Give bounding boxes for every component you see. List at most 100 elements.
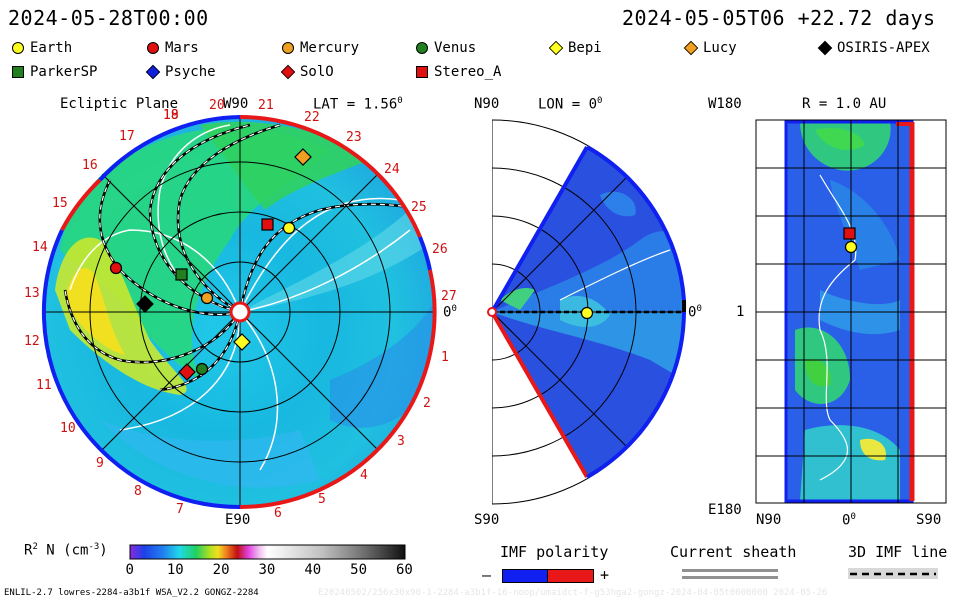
earth-marker <box>282 221 296 235</box>
current-sheath-line-2 <box>682 576 778 579</box>
legend-item-lucy: Lucy <box>683 40 737 56</box>
earth-marker-radial <box>844 240 858 254</box>
legend-label: SolO <box>300 64 334 80</box>
colorbar-tick-0: 0 <box>125 562 134 578</box>
sector-label-12: 12 <box>24 334 40 349</box>
current-sheath-title: Current sheath <box>670 543 797 561</box>
legend-label: ParkerSP <box>30 64 98 80</box>
meridional-s90-label: S90 <box>474 512 500 528</box>
colorbar-tick-10: 10 <box>166 562 184 578</box>
colorbar-tick-50: 50 <box>350 562 368 578</box>
osiris-apex-marker <box>136 295 154 313</box>
sector-label-21: 21 <box>258 98 274 113</box>
imf-polarity-title: IMF polarity <box>500 543 609 561</box>
imf-minus-label: – <box>482 566 492 584</box>
sector-label-1: 1 <box>441 350 449 365</box>
earth-marker-meridional <box>580 306 594 320</box>
current-sheath-line-1 <box>682 569 778 572</box>
ecliptic-title: Ecliptic Plane <box>60 96 179 112</box>
radial-1-label: 1 <box>736 304 745 320</box>
radial-r-label: R = 1.0 AU <box>802 96 887 112</box>
legend-item-mars: Mars <box>147 40 199 56</box>
sector-label-26: 26 <box>432 242 448 257</box>
run-time-offset: 2024-05-05T06 +22.72 days <box>622 6 936 30</box>
colorbar-tick-20: 20 <box>212 562 230 578</box>
mercury-marker <box>200 291 214 305</box>
imf-negative-swatch <box>502 569 549 583</box>
footer-run-info: E20240502/256x30x90-1-2284-a3b1f-16-noop… <box>318 588 828 598</box>
sector-label-11: 11 <box>36 378 52 393</box>
legend-item-osiris-apex: OSIRIS-APEX <box>817 40 930 56</box>
legend-label: Stereo_A <box>434 64 502 80</box>
sector-label-25: 25 <box>411 200 427 215</box>
imf-positive-swatch <box>547 569 594 583</box>
sector-label-24: 24 <box>384 162 400 177</box>
sector-label-3: 3 <box>397 434 405 449</box>
ecliptic-w90-label: W90 <box>223 96 249 112</box>
sector-label-17: 17 <box>119 129 135 144</box>
legend-item-mercury: Mercury <box>282 40 359 56</box>
legend-label: Mercury <box>300 40 360 56</box>
legend-label: Psyche <box>165 64 216 80</box>
stereo-a-marker <box>261 218 274 231</box>
ecliptic-lat-label: LAT = 1.560 <box>313 96 403 113</box>
ecliptic-0-label: 00 <box>443 304 457 321</box>
radial-w180-label: W180 <box>708 96 742 112</box>
model-time: 2024-05-28T00:00 <box>8 6 209 30</box>
square-symbol-icon <box>12 66 24 78</box>
sector-label-9: 9 <box>96 456 104 471</box>
sector-label-4: 4 <box>360 468 368 483</box>
colorbar-label: R2 N (cm-3) <box>24 542 108 559</box>
colorbar-tick-30: 30 <box>258 562 276 578</box>
imf-plus-label: + <box>600 566 610 584</box>
solo-marker <box>178 363 196 381</box>
sector-label-8: 8 <box>134 484 142 499</box>
stereo-a-marker-radial <box>843 227 856 240</box>
radial-0-label: 00 <box>842 512 856 529</box>
parkersp-marker <box>175 268 188 281</box>
sector-label-20: 20 <box>209 98 225 113</box>
sector-label-23: 23 <box>346 130 362 145</box>
radial-n90-label: N90 <box>756 512 782 528</box>
circle-symbol-icon <box>416 42 428 54</box>
sector-label-18: 18 <box>163 108 179 123</box>
circle-symbol-icon <box>147 42 159 54</box>
sector-label-5: 5 <box>318 492 326 507</box>
sector-label-16: 16 <box>82 158 98 173</box>
mars-marker <box>109 261 123 275</box>
lucy-marker <box>294 148 312 166</box>
sector-label-7: 7 <box>176 502 184 517</box>
imf3d-swatch <box>848 568 938 579</box>
circle-symbol-icon <box>282 42 294 54</box>
meridional-lon-label: LON = 00 <box>538 96 603 113</box>
radial-s90-label: S90 <box>916 512 942 528</box>
sector-label-27: 27 <box>441 289 457 304</box>
legend-label: Mars <box>165 40 199 56</box>
imf3d-title: 3D IMF line <box>848 543 948 561</box>
legend-item-parkersp: ParkerSP <box>12 64 97 80</box>
sector-label-14: 14 <box>32 240 48 255</box>
radial-e180-label: E180 <box>708 502 742 518</box>
legend-label: Venus <box>434 40 477 56</box>
sector-label-13: 13 <box>24 286 40 301</box>
legend-label: OSIRIS-APEX <box>837 40 930 56</box>
legend-item-solo: SolO <box>280 64 334 80</box>
legend-label: Bepi <box>568 40 602 56</box>
legend-item-psyche: Psyche <box>145 64 216 80</box>
legend-label: Lucy <box>703 40 737 56</box>
circle-symbol-icon <box>12 42 24 54</box>
venus-marker <box>195 362 209 376</box>
square-symbol-icon <box>416 66 428 78</box>
sector-label-22: 22 <box>304 110 320 125</box>
legend-item-venus: Venus <box>416 40 476 56</box>
sector-label-19: 19 <box>163 108 179 123</box>
footer-model-info: ENLIL-2.7 lowres-2284-a3b1f WSA_V2.2 GON… <box>4 588 259 598</box>
bepi-marker <box>233 333 251 351</box>
sector-label-15: 15 <box>52 196 68 211</box>
meridional-0-label: 00 <box>688 304 702 321</box>
ecliptic-e90-label: E90 <box>225 512 251 528</box>
